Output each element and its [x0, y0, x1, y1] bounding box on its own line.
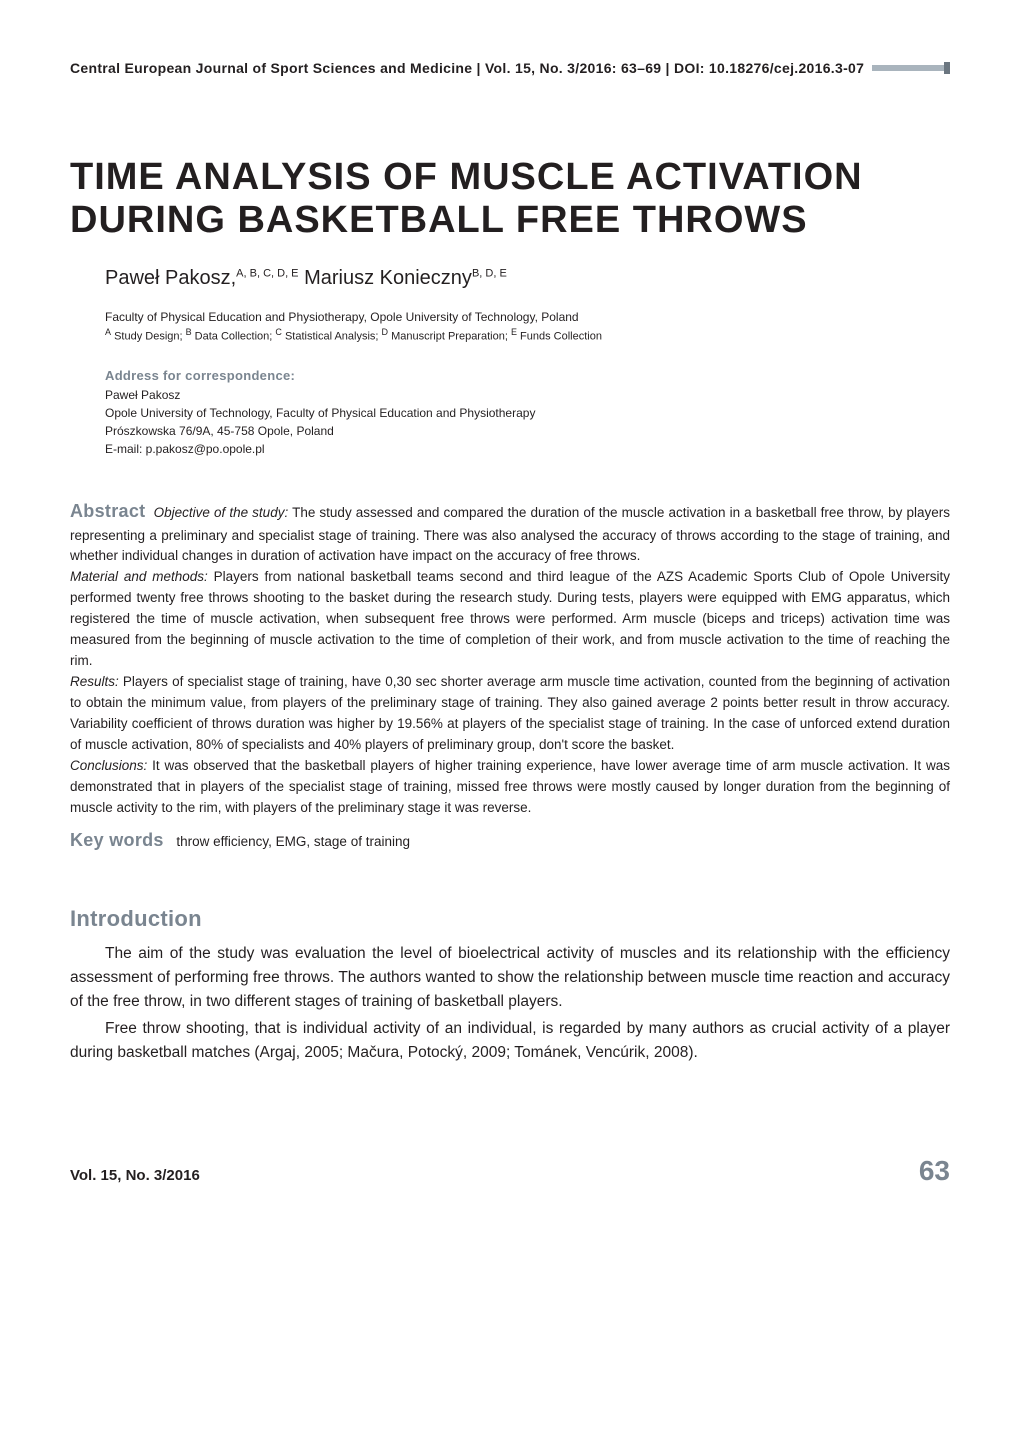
footer-volume: Vol. 15, No. 3/2016 — [70, 1167, 200, 1184]
role-a-text: Study Design; — [111, 331, 186, 343]
introduction-heading: Introduction — [70, 906, 950, 932]
correspondence-heading: Address for correspondence: — [105, 368, 950, 383]
abstract-results-label: Results: — [70, 674, 119, 689]
abstract-material-label: Material and methods: — [70, 569, 208, 584]
keywords-block: Key words throw efficiency, EMG, stage o… — [70, 830, 950, 851]
abstract-conclusions-label: Conclusions: — [70, 758, 147, 773]
role-d-text: Manuscript Preparation; — [388, 331, 511, 343]
abstract-label: Abstract — [70, 501, 145, 521]
abstract-results-text: Players of specialist stage of training,… — [70, 674, 950, 752]
author-1-roles: A, B, C, D, E — [236, 267, 298, 279]
author-1-name: Paweł Pakosz, — [105, 267, 236, 289]
introduction-para-1: The aim of the study was evaluation the … — [70, 942, 950, 1014]
keywords-text: throw efficiency, EMG, stage of training — [173, 834, 410, 849]
correspondence-email: E-mail: p.pakosz@po.opole.pl — [105, 440, 950, 458]
page-number: 63 — [919, 1155, 950, 1187]
header-rule — [872, 65, 944, 71]
abstract-objective: Abstract Objective of the study: The stu… — [70, 498, 950, 568]
role-b-text: Data Collection; — [192, 331, 276, 343]
abstract-results: Results: Players of specialist stage of … — [70, 672, 950, 756]
journal-info: Central European Journal of Sport Scienc… — [70, 60, 864, 76]
authors: Paweł Pakosz,A, B, C, D, E Mariusz Konie… — [105, 267, 950, 290]
header-bar: Central European Journal of Sport Scienc… — [70, 60, 950, 76]
correspondence-institution: Opole University of Technology, Faculty … — [105, 404, 950, 422]
abstract-conclusions-text: It was observed that the basketball play… — [70, 758, 950, 815]
keywords-label: Key words — [70, 830, 164, 850]
article-title: TIME ANALYSIS OF MUSCLE ACTIVATION DURIN… — [70, 156, 950, 242]
introduction-para-2: Free throw shooting, that is individual … — [70, 1017, 950, 1065]
author-2-roles: B, D, E — [472, 267, 507, 279]
header-cap — [944, 62, 950, 74]
affiliation: Faculty of Physical Education and Physio… — [105, 310, 950, 324]
abstract-objective-label: Objective of the study: — [154, 505, 289, 520]
abstract-conclusions: Conclusions: It was observed that the ba… — [70, 756, 950, 819]
author-2-name: Mariusz Konieczny — [299, 267, 472, 289]
role-legend: A Study Design; B Data Collection; C Sta… — [105, 327, 950, 343]
correspondence-address: Prószkowska 76/9A, 45-758 Opole, Poland — [105, 422, 950, 440]
page-footer: Vol. 15, No. 3/2016 63 — [70, 1155, 950, 1187]
role-e-text: Funds Collection — [517, 331, 602, 343]
abstract-material: Material and methods: Players from natio… — [70, 567, 950, 672]
correspondence-name: Paweł Pakosz — [105, 386, 950, 404]
role-c-text: Statistical Analysis; — [282, 331, 382, 343]
abstract-block: Abstract Objective of the study: The stu… — [70, 498, 950, 819]
